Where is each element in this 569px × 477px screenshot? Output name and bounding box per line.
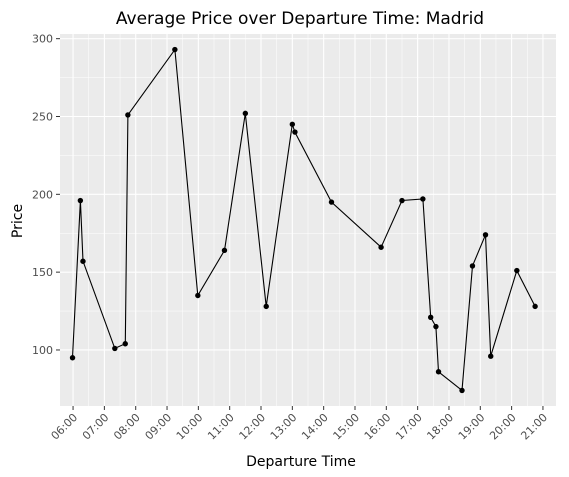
x-tick-label: 07:00 xyxy=(80,411,112,443)
x-tick-label: 10:00 xyxy=(174,411,206,443)
x-axis: 06:00 07:00 08:00 09:00 10:00 11:00 12:00 13:00… xyxy=(49,406,551,443)
x-tick-label: 06:00 xyxy=(49,411,81,443)
data-point xyxy=(470,263,475,268)
data-point xyxy=(459,388,464,393)
x-tick-label: 11:00 xyxy=(205,411,237,443)
y-tick-label: 100 xyxy=(32,344,53,357)
data-point xyxy=(80,259,85,264)
data-point xyxy=(112,346,117,351)
x-tick-label: 14:00 xyxy=(299,411,331,443)
x-tick-label: 17:00 xyxy=(393,411,425,443)
x-tick-label: 08:00 xyxy=(111,411,143,443)
data-point xyxy=(488,353,493,358)
data-point xyxy=(483,232,488,237)
data-point xyxy=(222,248,227,253)
data-point xyxy=(172,47,177,52)
data-point xyxy=(123,341,128,346)
data-point xyxy=(264,304,269,309)
data-point xyxy=(399,198,404,203)
x-tick-label: 12:00 xyxy=(237,411,269,443)
y-axis: 100 150 200 250 300 xyxy=(32,33,60,357)
x-axis-title: Departure Time xyxy=(246,454,356,470)
x-tick-label: 21:00 xyxy=(518,411,550,443)
x-tick-label: 15:00 xyxy=(331,411,363,443)
y-tick-label: 150 xyxy=(32,266,53,279)
x-tick-label: 18:00 xyxy=(424,411,456,443)
x-tick-label: 16:00 xyxy=(362,411,394,443)
data-point xyxy=(195,293,200,298)
data-point xyxy=(125,112,130,117)
x-tick-label: 09:00 xyxy=(143,411,175,443)
data-point xyxy=(420,196,425,201)
data-point xyxy=(290,122,295,127)
x-tick-label: 20:00 xyxy=(487,411,519,443)
data-point xyxy=(428,315,433,320)
y-tick-label: 200 xyxy=(32,188,53,201)
data-point xyxy=(433,324,438,329)
data-point xyxy=(70,355,75,360)
data-point xyxy=(436,369,441,374)
y-tick-label: 250 xyxy=(32,110,53,123)
x-tick-label: 13:00 xyxy=(268,411,300,443)
data-point xyxy=(378,245,383,250)
x-tick-label: 19:00 xyxy=(456,411,488,443)
data-point xyxy=(78,198,83,203)
y-tick-label: 300 xyxy=(32,33,53,46)
chart-title: Average Price over Departure Time: Madri… xyxy=(116,9,484,29)
data-point xyxy=(532,304,537,309)
data-point xyxy=(243,111,248,116)
data-point xyxy=(329,199,334,204)
data-point xyxy=(292,129,297,134)
y-axis-title: Price xyxy=(10,204,26,238)
data-point xyxy=(514,268,519,273)
